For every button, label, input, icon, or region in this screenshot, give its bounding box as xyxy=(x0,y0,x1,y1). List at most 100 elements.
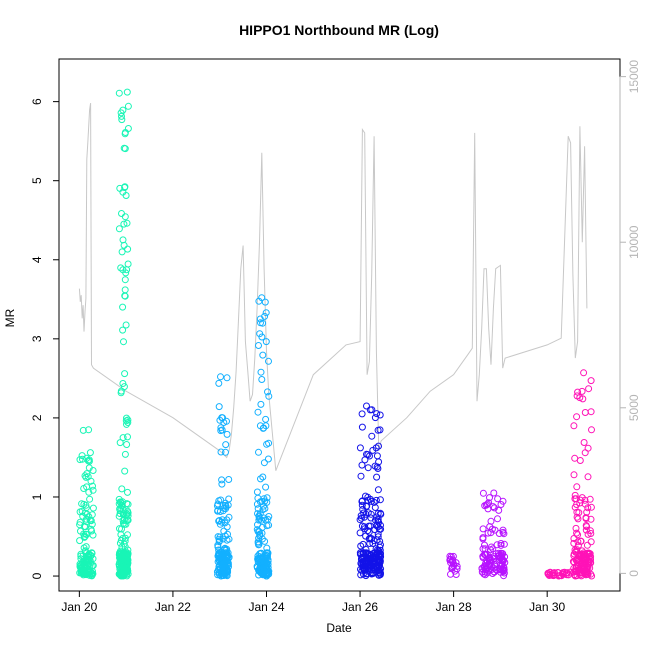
scatter-point xyxy=(479,552,487,560)
scatter-point xyxy=(118,485,126,493)
scatter-point xyxy=(86,495,94,503)
scatter-point xyxy=(582,526,590,534)
scatter-point xyxy=(82,523,89,531)
scatter-point xyxy=(375,547,382,555)
scatter-point xyxy=(367,552,375,559)
scatter-point xyxy=(550,571,558,579)
scatter-point xyxy=(215,517,223,525)
scatter-point xyxy=(374,465,382,472)
scatter-point xyxy=(124,416,132,424)
scatter-point xyxy=(255,448,262,456)
scatter-point xyxy=(261,505,269,512)
scatter-point xyxy=(222,503,230,511)
scatter-point xyxy=(119,326,127,334)
scatter-point xyxy=(573,501,581,508)
scatter-point xyxy=(257,549,265,557)
scatter-point xyxy=(124,507,132,515)
scatter-point xyxy=(83,470,91,478)
scatter-point xyxy=(356,516,364,524)
scatter-point xyxy=(78,507,86,515)
scatter-point xyxy=(585,385,593,393)
scatter-point xyxy=(122,564,130,572)
scatter-point xyxy=(587,503,595,511)
scatter-point xyxy=(369,446,377,454)
scatter-point xyxy=(123,441,131,448)
scatter-point xyxy=(121,130,129,138)
scatter-point xyxy=(214,500,222,508)
scatter-point xyxy=(363,402,370,410)
scatter-point xyxy=(117,504,125,512)
scatter-point xyxy=(117,109,125,117)
scatter-point xyxy=(87,477,95,485)
x-axis-label: Date xyxy=(326,621,352,635)
y-tick-label: 3 xyxy=(30,335,44,342)
scatter-point xyxy=(487,517,495,525)
scatter-point xyxy=(224,549,232,557)
scatter-point xyxy=(368,560,376,568)
scatter-point xyxy=(581,568,589,576)
scatter-point xyxy=(494,515,501,523)
scatter-point xyxy=(574,538,582,546)
scatter-point xyxy=(255,297,263,305)
scatter-point xyxy=(479,535,487,543)
scatter-point xyxy=(123,510,131,518)
scatter-point xyxy=(261,497,269,505)
scatter-point xyxy=(122,321,130,329)
scatter-point xyxy=(118,116,126,124)
scatter-point xyxy=(221,519,229,527)
scatter-point xyxy=(491,526,499,534)
scatter-point xyxy=(265,392,273,400)
scatter-point xyxy=(223,557,231,565)
scatter-point xyxy=(448,557,456,565)
scatter-point xyxy=(486,494,493,502)
scatter-point xyxy=(576,457,584,464)
scatter-point xyxy=(574,542,582,550)
scatter-point xyxy=(360,509,368,517)
scatter-point xyxy=(572,524,580,532)
scatter-point xyxy=(89,467,97,474)
scatter-point xyxy=(365,522,373,530)
scatter-point xyxy=(263,544,271,552)
scatter-point xyxy=(81,472,89,480)
scatter-point xyxy=(115,495,123,503)
scatter-point xyxy=(493,541,501,549)
scatter-point xyxy=(563,569,570,577)
scatter-point xyxy=(490,564,498,572)
scatter-point xyxy=(368,406,376,414)
scatter-point xyxy=(481,545,489,553)
scatter-point xyxy=(583,508,591,516)
scatter-point xyxy=(124,245,132,253)
scatter-point xyxy=(118,248,126,256)
scatter-point xyxy=(83,559,91,567)
scatter-point xyxy=(261,312,269,320)
scatter-point xyxy=(256,330,264,338)
scatter-point xyxy=(215,379,223,387)
scatter-point xyxy=(573,413,581,421)
x-tick-label: Jan 20 xyxy=(61,600,97,614)
scatter-point xyxy=(116,525,123,533)
scatter-point xyxy=(124,531,131,539)
scatter-point xyxy=(115,512,123,520)
scatter-point xyxy=(124,419,132,426)
scatter-point xyxy=(119,266,127,274)
scatter-point xyxy=(259,473,267,481)
scatter-point xyxy=(76,456,84,464)
y-axis-label: MR xyxy=(3,308,17,327)
scatter-point xyxy=(115,225,123,233)
scatter-point xyxy=(486,546,494,554)
axes-layer: Jan 20 Jan 22 Jan 24 Jan 26 Jan 28 Jan 30 0 1 2 3… xyxy=(30,60,641,614)
scatter-point xyxy=(499,528,507,536)
scatter-point xyxy=(452,571,460,578)
scatter-point xyxy=(588,572,596,580)
scatter-point xyxy=(357,472,365,480)
scatter-point xyxy=(255,342,262,349)
scatter-point xyxy=(448,564,456,572)
scatter-point xyxy=(82,515,90,523)
scatter-point xyxy=(377,569,384,577)
scatter-point xyxy=(261,298,269,306)
scatter-point xyxy=(222,448,229,456)
scatter-point xyxy=(372,496,380,504)
scatter-point xyxy=(76,560,84,568)
scatter-point xyxy=(225,476,233,483)
